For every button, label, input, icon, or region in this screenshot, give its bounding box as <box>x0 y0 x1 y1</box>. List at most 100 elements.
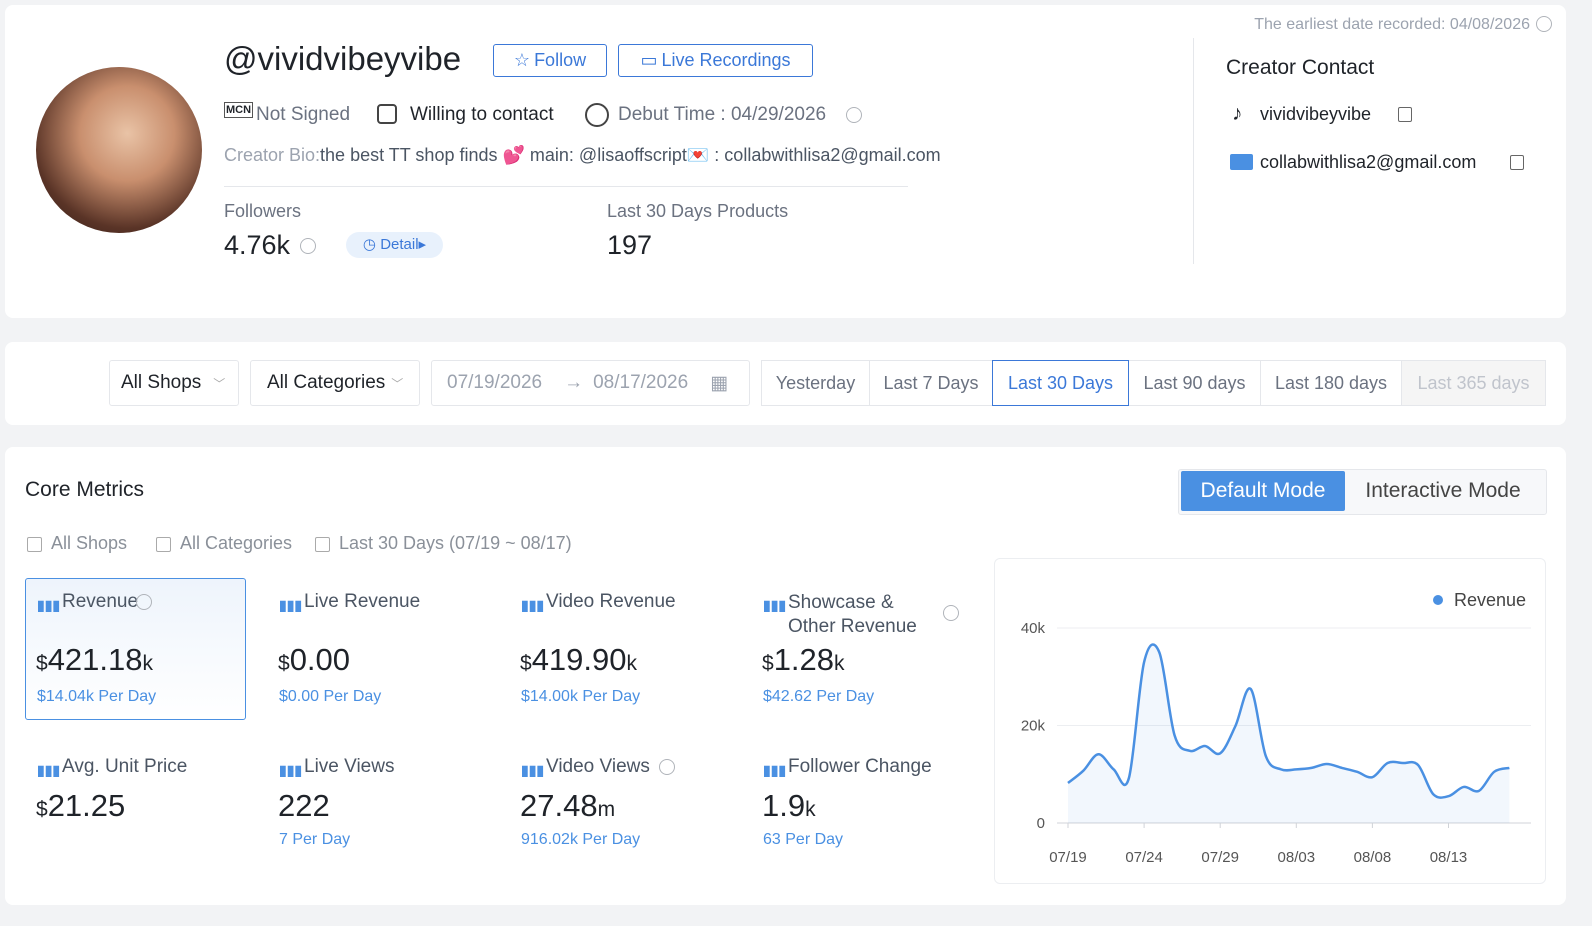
metric-value: $0.00 <box>278 642 350 678</box>
y-tick-label: 40k <box>1021 620 1046 637</box>
metric-label: Revenue <box>62 591 139 612</box>
contact-icon <box>377 104 397 124</box>
mode-button[interactable]: Interactive Mode <box>1365 479 1521 502</box>
metric-icon: ▮▮▮ <box>279 597 303 613</box>
copy-icon[interactable] <box>1510 155 1524 170</box>
creator-handle: @vividvibeyvibe <box>224 40 462 77</box>
end-date: 08/17/2026 <box>593 372 689 393</box>
currency: $ <box>278 652 290 675</box>
range-button[interactable]: Last 7 Days <box>869 360 993 406</box>
metric-icon: ▮▮▮ <box>37 762 61 778</box>
number: 0.00 <box>289 642 351 677</box>
range-button[interactable]: Last 30 Days <box>992 360 1129 406</box>
metric-value: $421.18k <box>36 642 153 678</box>
series-area <box>1068 644 1510 823</box>
metric-value: $21.25 <box>36 788 125 824</box>
y-tick-label: 20k <box>1021 718 1046 735</box>
unit: k <box>805 798 816 821</box>
unit: k <box>834 652 845 675</box>
help-icon <box>846 107 862 123</box>
x-tick-label: 08/13 <box>1430 849 1468 866</box>
metric-per-day: $42.62 Per Day <box>763 688 875 705</box>
live-recordings-button[interactable]: ▭ Live Recordings <box>618 44 813 77</box>
debut-time: Debut Time : 04/29/2026 <box>618 104 827 125</box>
tiktok-icon: ♪ <box>1232 102 1243 125</box>
metric-value: 1.9k <box>762 788 816 824</box>
currency: $ <box>36 652 48 675</box>
signed-status: Not Signed <box>256 104 351 125</box>
tag-label: Last 30 Days (07/19 ~ 08/17) <box>339 533 572 553</box>
x-tick-label: 07/29 <box>1201 849 1239 866</box>
copy-icon[interactable] <box>1398 107 1412 122</box>
followers-label: Followers <box>224 201 302 221</box>
tag-icon <box>27 537 42 552</box>
products-label: Last 30 Days Products <box>607 201 789 221</box>
tag-icon <box>315 537 330 552</box>
live-recordings-label: Live Recordings <box>661 50 791 70</box>
number: 1.28 <box>773 642 835 677</box>
mode-button[interactable]: Default Mode <box>1181 471 1345 511</box>
metric-per-day: 7 Per Day <box>279 831 351 848</box>
metric-value: $1.28k <box>762 642 845 678</box>
tag-icon <box>156 537 171 552</box>
help-icon <box>1536 16 1552 32</box>
followers-value: 4.76k <box>224 230 291 260</box>
metric-value: 222 <box>278 788 330 824</box>
shops-label: All Shops <box>121 372 202 393</box>
section-title: Core Metrics <box>25 478 145 501</box>
clock-icon <box>585 103 609 127</box>
help-icon <box>658 759 675 775</box>
detail-button[interactable]: ◷ Detail▸ <box>346 232 443 258</box>
metric-per-day: $14.00k Per Day <box>521 688 641 705</box>
x-tick-label: 07/24 <box>1125 849 1163 866</box>
metric-icon: ▮▮▮ <box>763 762 787 778</box>
unit: k <box>142 652 154 675</box>
avatar <box>36 67 202 233</box>
metric-label: Avg. Unit Price <box>62 756 188 777</box>
number: 421.18 <box>47 642 143 677</box>
bio-text: the best TT shop finds 💕 main: @lisaoffs… <box>320 145 941 165</box>
range-button[interactable]: Yesterday <box>761 360 870 406</box>
categories-select[interactable]: All Categories ﹀ <box>250 360 420 406</box>
follow-button[interactable]: ☆ Follow <box>493 44 607 77</box>
shops-select[interactable]: All Shops ﹀ <box>109 360 239 406</box>
help-icon <box>300 238 316 254</box>
metric-per-day: 63 Per Day <box>763 831 844 848</box>
number: 222 <box>278 788 330 823</box>
tag-label: All Categories <box>180 533 293 553</box>
unit: k <box>626 652 638 675</box>
detail-label: Detail <box>380 236 419 253</box>
x-tick-label: 08/08 <box>1354 849 1392 866</box>
metric-label: Live Revenue <box>304 591 421 612</box>
divider <box>224 186 908 187</box>
unit: m <box>597 798 616 821</box>
revenue-chart: 0 20k 40k 07/19 07/24 07/29 08/03 08/08 08/13 Rev… <box>994 558 1546 884</box>
metric-icon: ▮▮▮ <box>37 597 61 613</box>
start-date: 07/19/2026 <box>447 372 543 393</box>
metric-icon: ▮▮▮ <box>521 597 545 613</box>
email[interactable]: collabwithlisa2@gmail.com <box>1260 152 1477 172</box>
x-tick-label: 08/03 <box>1278 849 1316 866</box>
mcn-icon: MCN <box>224 102 254 118</box>
range-button[interactable]: Last 180 days <box>1260 360 1402 406</box>
metric-per-day: $0.00 Per Day <box>279 688 382 705</box>
metric-highlight <box>25 578 246 720</box>
tag-label: All Shops <box>51 533 128 553</box>
email-icon <box>1230 154 1253 170</box>
range-button[interactable]: Last 365 days <box>1401 360 1546 406</box>
metric-label: Video Revenue <box>546 591 676 612</box>
products-value: 197 <box>607 230 653 260</box>
metric-value: 27.48m <box>520 788 615 824</box>
date-range[interactable]: 07/19/2026 → 08/17/2026 ▦ <box>431 360 750 406</box>
contact-title: Creator Contact <box>1226 56 1375 79</box>
metric-label: Follower Change <box>788 756 932 777</box>
y-tick-label: 0 <box>1037 815 1045 832</box>
metric-per-day: 916.02k Per Day <box>521 831 641 848</box>
metric-label: Video Views <box>546 756 650 777</box>
number: 419.90 <box>531 642 627 677</box>
metric-icon: ▮▮▮ <box>521 762 545 778</box>
metric-label: Live Views <box>304 756 395 777</box>
range-button[interactable]: Last 90 days <box>1128 360 1261 406</box>
tiktok-handle[interactable]: vividvibeyvibe <box>1260 104 1372 124</box>
